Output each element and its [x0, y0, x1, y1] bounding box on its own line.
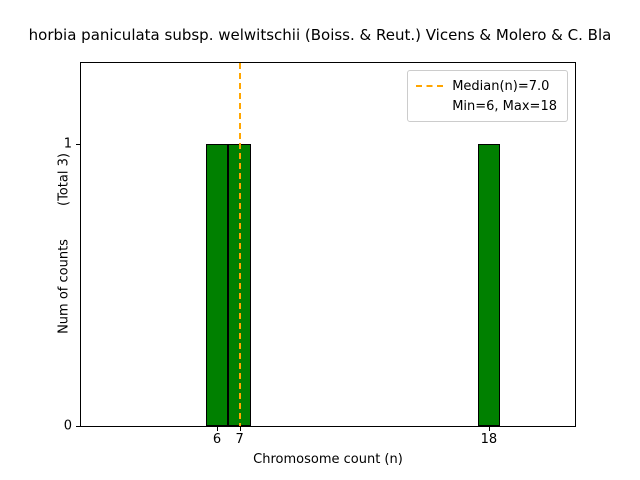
y-tick-mark: [76, 143, 81, 145]
bar-x18: [477, 143, 501, 426]
y-axis-label: Num of counts (Total 3): [56, 153, 72, 334]
bar-x6: [205, 143, 229, 426]
x-tick-label: 7: [235, 432, 244, 447]
median-line-sample-icon: [416, 85, 444, 87]
x-tick-mark: [239, 426, 241, 431]
median-line: [238, 63, 241, 426]
y-tick-label: 0: [63, 418, 72, 434]
x-axis-label: Chromosome count (n): [253, 452, 403, 467]
x-tick-label: 6: [212, 432, 222, 447]
legend-label-minmax: Min=6, Max=18: [452, 98, 557, 114]
x-tick-label: 18: [480, 432, 498, 447]
legend-row-median: Median(n)=7.0: [416, 76, 557, 96]
chart-title: horbia paniculata subsp. welwitschii (Bo…: [28, 26, 612, 44]
plot-area: Median(n)=7.0 Min=6, Max=18 6 7 18 0 1: [64, 62, 576, 447]
legend-label-median: Median(n)=7.0: [452, 78, 550, 94]
legend-row-minmax: Min=6, Max=18: [416, 96, 557, 116]
legend: Median(n)=7.0 Min=6, Max=18: [407, 70, 568, 122]
y-tick-label: 1: [63, 136, 72, 151]
y-tick-mark: [76, 426, 81, 427]
x-tick-mark: [488, 426, 490, 431]
x-tick-mark: [216, 426, 218, 431]
